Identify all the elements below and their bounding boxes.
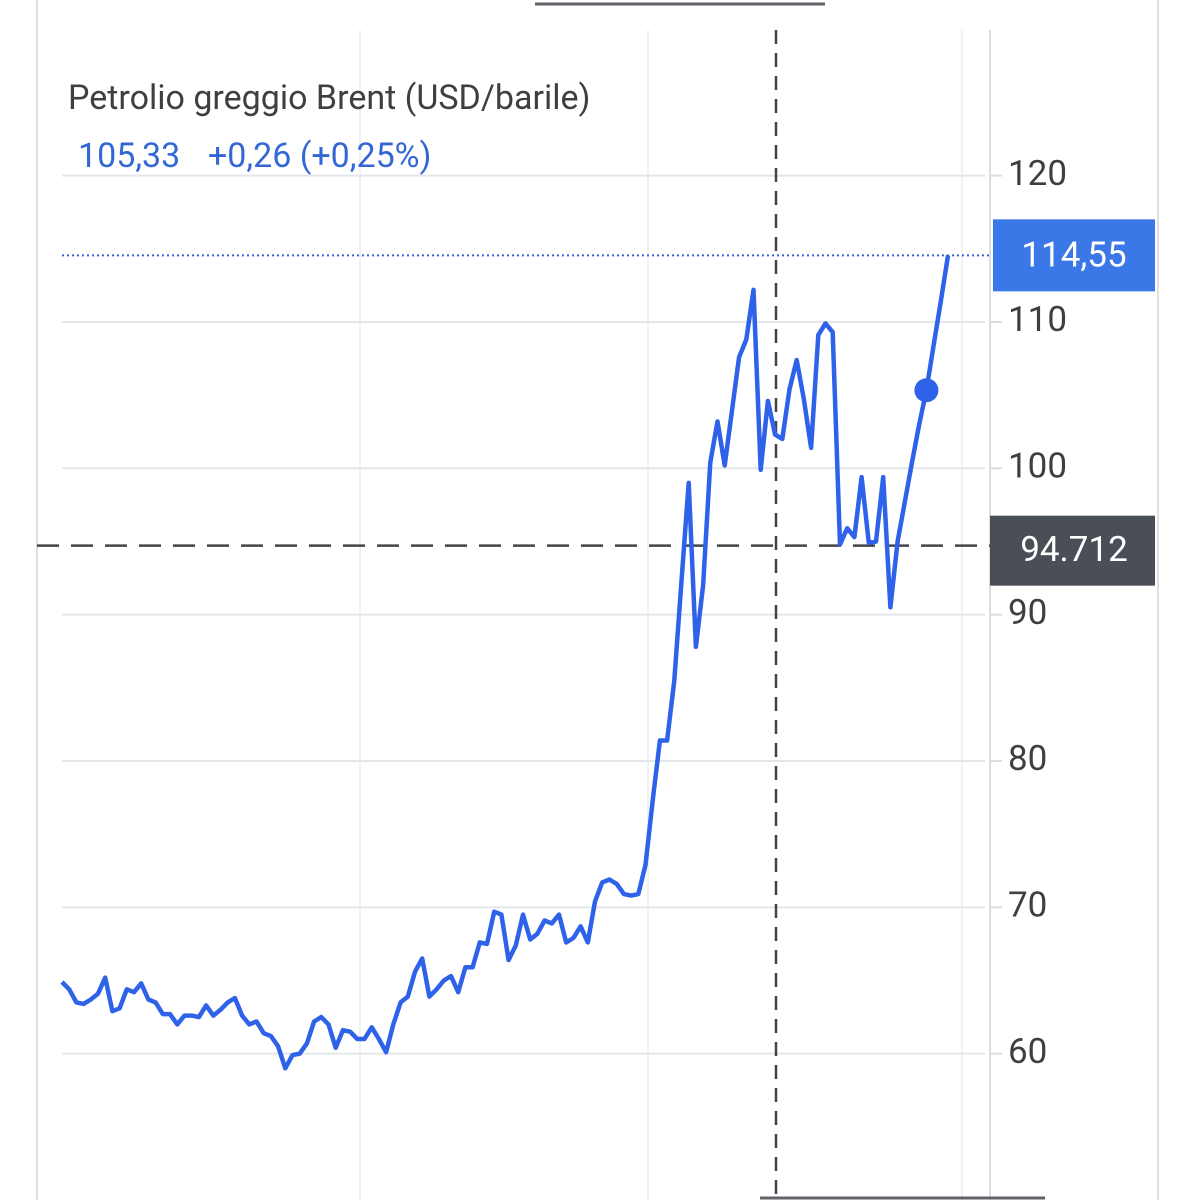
last-value-label: 114,55	[1021, 235, 1126, 276]
chart-title: Petrolio greggio Brent (USD/barile)	[68, 78, 590, 118]
y-tick-label: 70	[1008, 885, 1047, 926]
y-tick-label: 120	[1008, 153, 1067, 194]
y-tick-label: 60	[1008, 1031, 1047, 1072]
current-point	[914, 378, 939, 403]
tick-label-bg	[1003, 299, 1083, 344]
y-tick-label: 80	[1008, 738, 1047, 779]
y-tick-label: 110	[1008, 299, 1067, 340]
current-value: 105,33	[78, 136, 180, 176]
price-line	[60, 255, 951, 1071]
last-value-box	[993, 219, 1155, 292]
tick-label-bg	[1003, 738, 1083, 783]
tick-label-bg	[1003, 1031, 1083, 1076]
tick-label-bg	[1003, 592, 1083, 637]
tick-label-bg	[1003, 446, 1083, 491]
tick-label-bg	[1003, 153, 1083, 198]
y-tick-label: 90	[1008, 592, 1047, 633]
y-tick-label: 100	[1008, 446, 1067, 487]
grid	[62, 174, 985, 1055]
tick-label-bg	[1003, 885, 1083, 930]
crosshair-box	[990, 515, 1155, 586]
crosshair-label: 94.712	[1020, 529, 1128, 570]
change: +0,26 (+0,25%)	[208, 136, 431, 176]
